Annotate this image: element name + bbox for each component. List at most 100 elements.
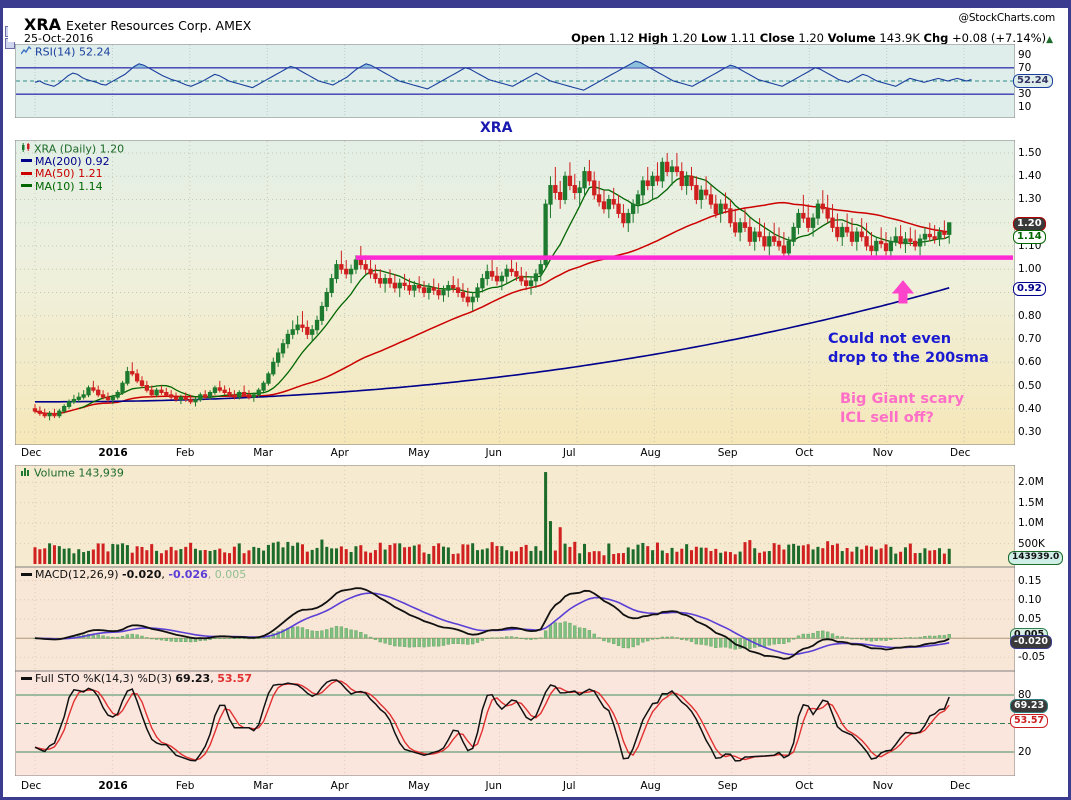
rsi-panel: RSI(14) 52.24: [15, 44, 1015, 118]
macd-panel-svg: [15, 567, 1015, 671]
x-tick-feb: Feb: [175, 447, 195, 459]
macd-tick-3: -0.05: [1018, 651, 1046, 664]
x-tick-aug: Aug: [640, 780, 661, 792]
x-tick-dec: Dec: [21, 780, 42, 792]
annotation-blue: Could not even drop to the 200sma: [828, 330, 989, 368]
low-value: 1.11: [730, 31, 757, 45]
macd-tick-1: 0.10: [1018, 593, 1042, 606]
price-tick-0-30: 0.30: [1018, 426, 1042, 439]
ticker-symbol: XRA: [24, 15, 62, 34]
open-label: Open: [571, 31, 606, 45]
low-label: Low: [701, 31, 727, 45]
price-tick-1-00: 1.00: [1018, 263, 1042, 276]
candlestick-series: [32, 152, 952, 421]
x-tick-oct: Oct: [795, 780, 814, 792]
annotation-blue-line2: drop to the 200sma: [828, 350, 989, 366]
volume-value: 143.9K: [879, 31, 920, 45]
price-tick-0-50: 0.50: [1018, 379, 1042, 392]
volume-tick-0: 2.0M: [1018, 476, 1044, 489]
volume-tick-3: 500K: [1018, 537, 1045, 550]
x-tick-mar: Mar: [253, 447, 274, 459]
x-tick-feb: Feb: [175, 780, 195, 792]
annotation-pink: Big Giant scary ICL sell off?: [840, 390, 964, 428]
rsi-tick-90: 90: [1018, 48, 1032, 61]
macd-tick-2: 0.05: [1018, 613, 1042, 625]
x-tick-sep: Sep: [717, 780, 738, 792]
price-tick-0-80: 0.80: [1018, 309, 1042, 322]
price-tick-1-40: 1.40: [1018, 170, 1042, 183]
macd-value-box-1: -0.020: [1010, 635, 1052, 650]
chg-value: +0.08 (+7.14%): [952, 31, 1047, 45]
quote-date: 25-Oct-2016: [24, 32, 94, 45]
annotation-pink-line1: Big Giant scary: [840, 391, 965, 407]
price-tick-1-50: 1.50: [1018, 146, 1042, 159]
sto-value-box-69-23: 69.23: [1010, 699, 1049, 714]
annotation-blue-line1: Could not even: [828, 331, 952, 347]
open-value: 1.12: [608, 31, 635, 45]
price-tick-0-60: 0.60: [1018, 356, 1042, 369]
x-tick-2016: 2016: [98, 780, 128, 792]
close-value: 1.20: [798, 31, 824, 45]
annotation-pink-line2: ICL sell off?: [840, 410, 934, 426]
chart-watermark: XRA: [480, 120, 513, 136]
chg-label: Chg: [923, 31, 949, 45]
sto-tick-20: 20: [1018, 746, 1032, 758]
high-value: 1.20: [671, 31, 698, 45]
volume-value-box: 143939.0: [1008, 551, 1064, 566]
sto-tick-80: 80: [1018, 689, 1032, 701]
x-tick-jun: Jun: [485, 447, 502, 459]
x-tick-may: May: [408, 447, 430, 459]
x-tick-apr: Apr: [330, 447, 349, 459]
sto-panel-svg: [15, 671, 1015, 776]
sto-panel: Full STO %K(14,3) %D(3) 69.23, 53.57: [15, 671, 1015, 776]
stockcharts-brand: @StockCharts.com: [958, 12, 1056, 24]
x-tick-2016: 2016: [98, 447, 128, 459]
rsi-value-box: 52.24: [1013, 73, 1053, 88]
rsi-panel-svg: [15, 44, 1015, 118]
close-label: Close: [759, 31, 795, 45]
chart-header: XRA Exeter Resources Corp. AMEX 25-Oct-20…: [8, 8, 1063, 45]
x-tick-dec: Dec: [950, 447, 971, 459]
x-tick-dec: Dec: [21, 447, 42, 459]
x-tick-dec: Dec: [950, 780, 971, 792]
volume-label: Volume: [827, 31, 876, 45]
quote-bar: Open 1.12 High 1.20 Low 1.11 Close 1.20 …: [571, 31, 1053, 45]
volume-panel: Volume 143,939: [15, 465, 1015, 567]
price-tick-1-30: 1.30: [1018, 193, 1042, 206]
chg-up-arrow-icon: ▲: [1046, 35, 1053, 45]
price-value-box-0-92: 0.92: [1013, 281, 1046, 296]
price-value-box-1-14: 1.14: [1013, 229, 1046, 244]
volume-panel-svg: [15, 465, 1015, 567]
x-tick-oct: Oct: [795, 447, 814, 459]
x-tick-mar: Mar: [253, 780, 274, 792]
x-tick-jul: Jul: [562, 780, 576, 792]
symbol-line: XRA Exeter Resources Corp. AMEX: [24, 15, 251, 34]
x-tick-nov: Nov: [872, 780, 894, 792]
macd-tick-0: 0.15: [1018, 574, 1042, 587]
x-tick-apr: Apr: [330, 780, 349, 792]
x-tick-may: May: [408, 780, 430, 792]
x-axis-top: Dec 2016 Feb Mar Apr May Jun Jul Aug Sep Oct Nov Dec: [15, 447, 1015, 463]
x-tick-aug: Aug: [640, 447, 661, 459]
volume-tick-2: 1.0M: [1018, 517, 1044, 530]
x-tick-jun: Jun: [485, 780, 502, 792]
high-label: High: [638, 31, 669, 45]
rsi-tick-70: 70: [1018, 61, 1032, 74]
price-tick-0-40: 0.40: [1018, 402, 1042, 415]
x-tick-nov: Nov: [872, 447, 894, 459]
macd-panel: MACD(12,26,9) -0.020, -0.026, 0.005: [15, 567, 1015, 671]
rsi-tick-10: 10: [1018, 101, 1032, 114]
volume-tick-1: 1.5M: [1018, 496, 1044, 509]
x-tick-sep: Sep: [717, 447, 738, 459]
price-value-box-1-20: 1.20: [1013, 216, 1046, 231]
sto-value-box-53-57: 53.57: [1010, 714, 1049, 729]
up-arrow-icon: [891, 280, 915, 304]
x-axis-bottom: Dec 2016 Feb Mar Apr May Jun Jul Aug Sep Oct Nov Dec: [15, 780, 1015, 796]
price-tick-0-70: 0.70: [1018, 333, 1042, 345]
rsi-tick-30: 30: [1018, 88, 1032, 101]
price-panel-svg: [15, 140, 1015, 445]
price-panel: XRA (Daily) 1.20 MA(200) 0.92 MA(50) 1.21 M…: [15, 140, 1015, 445]
company-name: Exeter Resources Corp. AMEX: [66, 18, 252, 33]
title-bar: [3, 3, 1068, 8]
